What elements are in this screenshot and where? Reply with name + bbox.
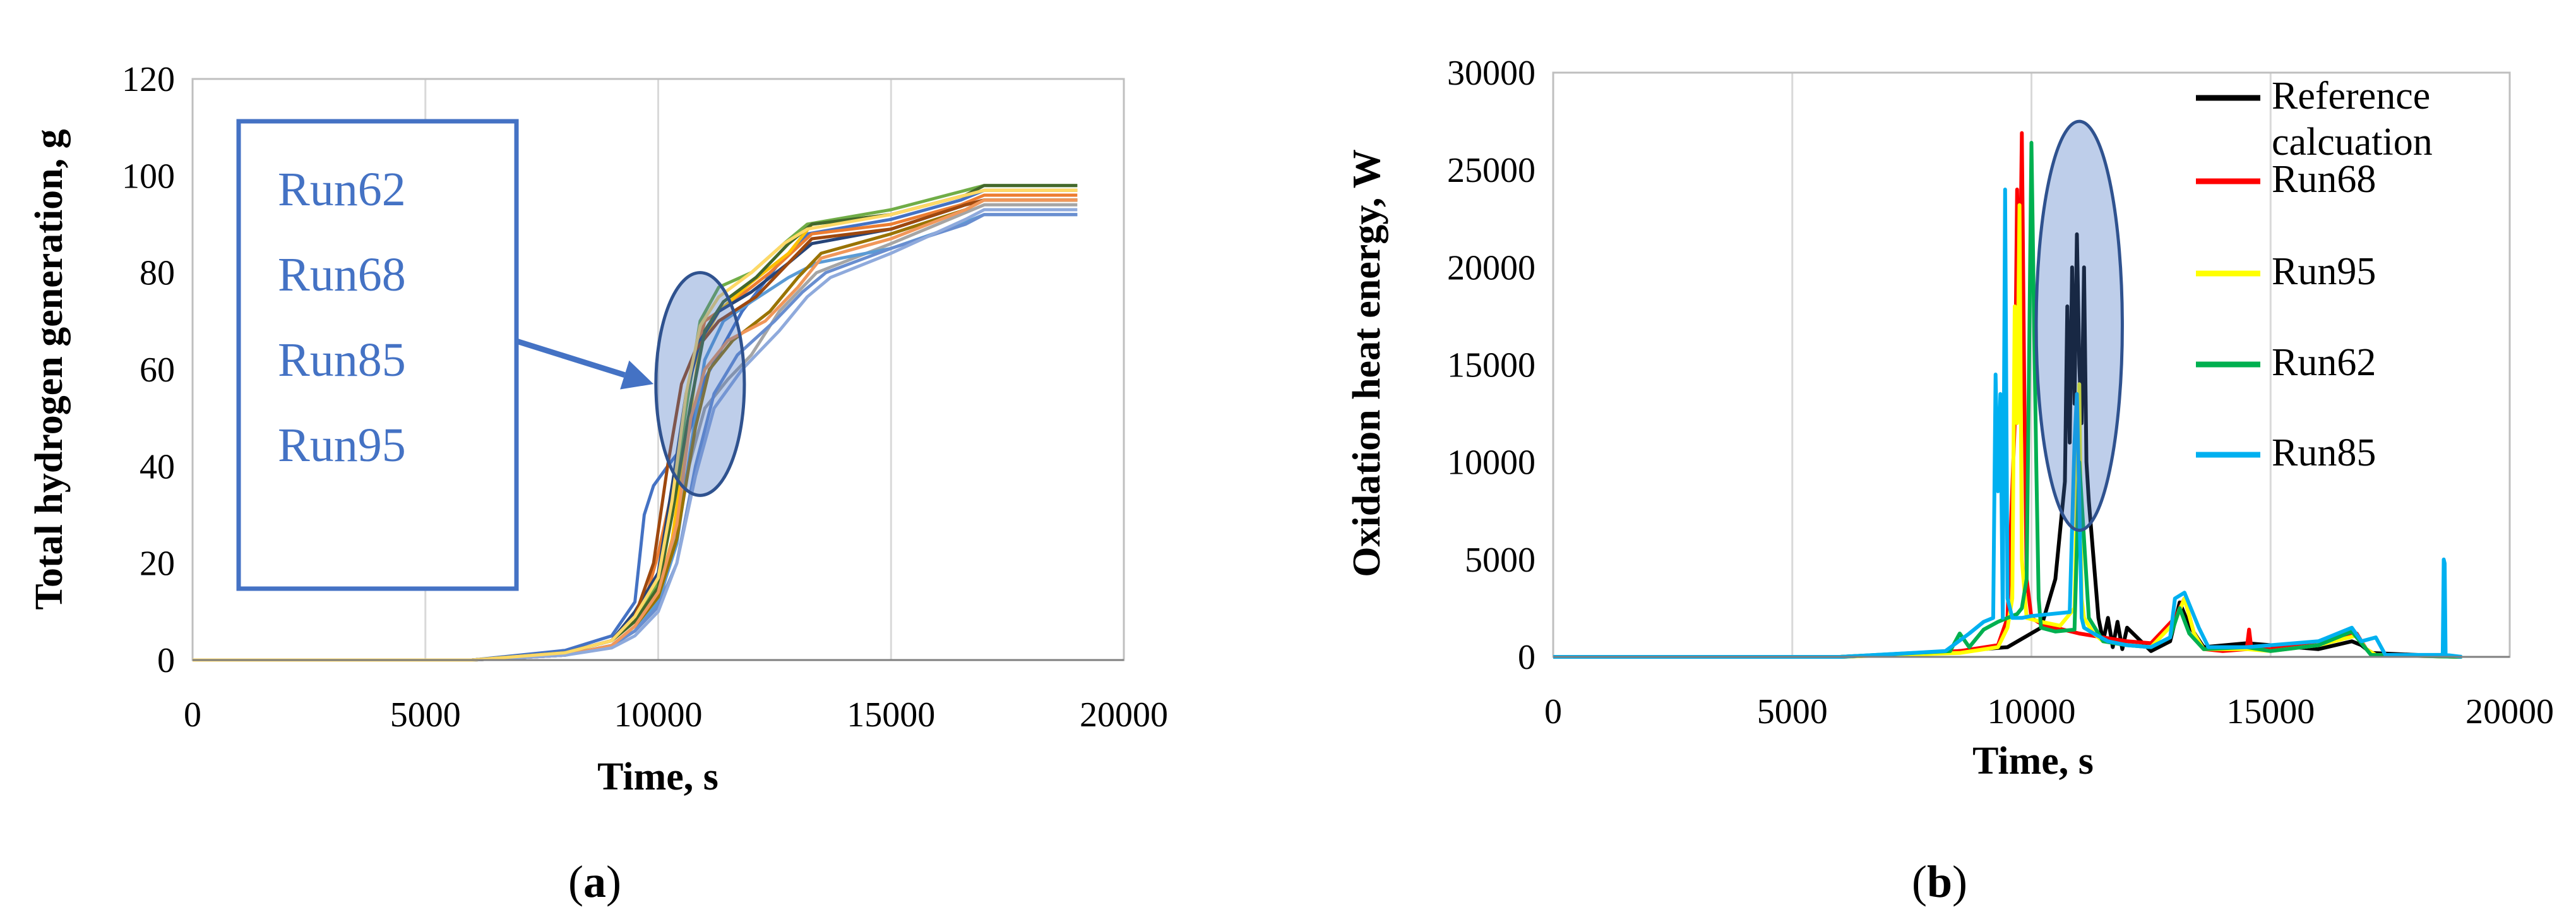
chart-b-series-line-5: [1553, 188, 2462, 659]
legend-label-run62: Run62: [2272, 341, 2376, 384]
chart-a-callout-box: [236, 119, 519, 591]
chart-a-y-tick-label: 40: [140, 447, 175, 486]
chart-a-callout-run-1: Run62: [278, 163, 406, 216]
chart-a-callout-arrowhead: [620, 360, 654, 390]
chart-a-y-tick-label: 100: [122, 157, 175, 196]
chart-b-series-group: [1553, 131, 2462, 659]
chart-a-series-group: [193, 184, 1078, 662]
chart-a-y-axis-title: Total hydrogen generation, g: [28, 129, 71, 610]
chart-b-x-tick-label: 10000: [1988, 692, 2076, 731]
chart-a-callout-run-4: Run95: [278, 419, 406, 472]
chart-a-y-tick-label: 80: [140, 254, 175, 293]
chart-b-legend: Reference calcuation Run68 Run95 Run62 R…: [2196, 75, 2433, 474]
chart-a-x-tick-label: 20000: [1080, 695, 1168, 735]
chart-a-callout-arrow: [515, 338, 626, 378]
legend-label-reference-line1: Reference: [2272, 75, 2430, 117]
chart-a-y-tick-label: 60: [140, 351, 175, 390]
chart-b-y-tick-label: 10000: [1447, 443, 1535, 483]
chart-a-x-axis-title: Time, s: [597, 755, 719, 798]
chart-b-x-tick-label: 20000: [2466, 692, 2554, 731]
chart-a-x-tick-label: 15000: [847, 695, 935, 735]
chart-b-x-tick-labels: 0 5000 10000 15000 20000: [1544, 692, 2554, 731]
chart-a-highlight-ellipse: [654, 271, 746, 497]
chart-a-panel-label: (a): [568, 856, 621, 907]
chart-b-x-tick-label: 0: [1544, 692, 1562, 731]
chart-b-y-tick-label: 20000: [1447, 248, 1535, 287]
chart-a-y-tick-label: 20: [140, 544, 175, 584]
chart-a-callout-run-2: Run68: [278, 248, 406, 301]
chart-b-y-tick-labels: 0 5000 10000 15000 20000 25000 30000: [1447, 54, 1535, 677]
chart-a-x-tick-label: 5000: [390, 695, 461, 735]
legend-label-run95: Run95: [2272, 250, 2376, 293]
chart-b-panel-label: (b): [1912, 856, 1967, 907]
chart-panel-b: 0 5000 10000 15000 20000 0 5000 10000 15000 2000…: [1345, 54, 2554, 907]
chart-a-series-line-12: [193, 198, 1078, 662]
chart-b-x-tick-label: 5000: [1757, 692, 1828, 731]
legend-label-run85: Run85: [2272, 431, 2376, 474]
chart-a-series-line-13: [193, 208, 1078, 662]
chart-a-x-tick-label: 0: [184, 695, 201, 735]
chart-a-y-tick-label: 0: [157, 641, 175, 680]
chart-b-y-tick-label: 30000: [1447, 54, 1535, 93]
chart-a-callout-run-3: Run85: [278, 333, 406, 387]
chart-a-y-tick-labels: 0 20 40 60 80 100 120: [122, 60, 175, 680]
chart-a-x-tick-label: 10000: [614, 695, 703, 735]
chart-b-y-tick-label: 5000: [1465, 541, 1535, 580]
chart-b-x-axis-title: Time, s: [1972, 740, 2094, 783]
chart-b-y-tick-label: 15000: [1447, 346, 1535, 385]
chart-b-y-axis-title: Oxidation heat energy, W: [1345, 149, 1388, 577]
chart-a-series-line-14: [193, 188, 1078, 662]
chart-b-series-line-4: [1553, 141, 2462, 659]
chart-b-x-tick-label: 15000: [2226, 692, 2315, 731]
chart-b-y-tick-label: 0: [1518, 638, 1535, 677]
chart-a-x-tick-labels: 0 5000 10000 15000 20000: [184, 695, 1168, 735]
chart-b-highlight-ellipse: [2034, 119, 2124, 532]
chart-a-y-tick-label: 120: [122, 60, 175, 99]
chart-a-callout: Run62 Run68 Run85 Run95: [236, 119, 746, 591]
legend-label-reference-line2: calcuation: [2272, 121, 2433, 164]
chart-panel-a: 0 5000 10000 15000 20000 0 20 40 60 80 100 120 Tim…: [28, 60, 1168, 907]
legend-label-run68: Run68: [2272, 158, 2376, 201]
chart-b-y-tick-label: 25000: [1447, 151, 1535, 190]
